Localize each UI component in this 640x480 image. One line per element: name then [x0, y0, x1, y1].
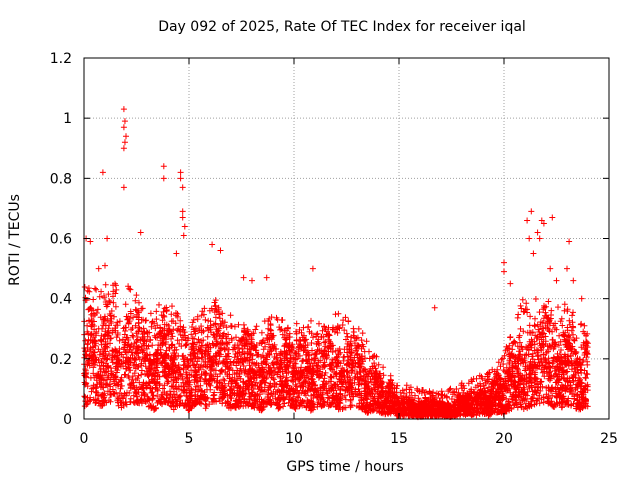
- y-tick-label: 1: [63, 111, 72, 127]
- outlier-point: [547, 265, 554, 272]
- y-axis-ticks: 0 0.2 0.4 0.6 0.8 1 1.2: [50, 51, 609, 428]
- outlier-point: [177, 169, 184, 176]
- outlier-point: [179, 184, 186, 191]
- x-tick-label: 10: [285, 431, 303, 447]
- outlier-point: [102, 262, 108, 269]
- outlier-point: [160, 175, 167, 182]
- outlier-point: [309, 265, 316, 272]
- outlier-point: [530, 250, 537, 257]
- y-tick-label: 0.8: [50, 171, 72, 187]
- outlier-point: [177, 175, 184, 182]
- outlier-point: [249, 277, 255, 284]
- outlier-point: [536, 235, 543, 242]
- x-tick-label: 5: [185, 431, 194, 447]
- outlier-point: [120, 184, 127, 191]
- y-tick-label: 0.4: [50, 292, 72, 308]
- outlier-point: [121, 118, 128, 125]
- outlier-point: [104, 235, 111, 242]
- outlier-point: [120, 124, 127, 131]
- x-axis-label: GPS time / hours: [286, 459, 403, 475]
- point-cloud: [81, 280, 591, 421]
- x-tick-label: 0: [80, 431, 89, 447]
- outlier-point: [160, 163, 167, 170]
- y-tick-label: 0: [63, 412, 72, 428]
- chart-title: Day 092 of 2025, Rate Of TEC Index for r…: [158, 19, 526, 35]
- x-tick-label: 25: [600, 431, 618, 447]
- y-tick-label: 0.2: [50, 352, 72, 368]
- outlier-point: [263, 274, 270, 281]
- x-tick-label: 15: [390, 431, 408, 447]
- outlier-point: [217, 247, 224, 254]
- outlier-point: [123, 133, 129, 140]
- outlier-point: [209, 241, 216, 248]
- outlier-point: [120, 106, 127, 113]
- data-points: [81, 106, 591, 421]
- outlier-point: [179, 214, 186, 221]
- outlier-point: [501, 259, 507, 266]
- outlier-point: [526, 235, 533, 242]
- outlier-point: [566, 238, 573, 245]
- outlier-point: [578, 295, 585, 302]
- outlier-point: [431, 304, 438, 311]
- x-tick-label: 20: [495, 431, 513, 447]
- outlier-point: [121, 139, 128, 146]
- y-axis-label: ROTI / TECUs: [7, 194, 23, 286]
- outlier-point: [179, 208, 186, 215]
- outlier-point: [180, 232, 187, 239]
- outlier-point: [540, 220, 547, 227]
- outlier-point: [528, 208, 535, 215]
- outlier-point: [120, 145, 127, 152]
- outlier-point: [181, 223, 188, 230]
- outlier-point: [507, 280, 514, 287]
- y-tick-label: 1.2: [50, 51, 72, 67]
- outlier-point: [564, 265, 570, 272]
- y-tick-label: 0.6: [50, 232, 72, 248]
- outlier-point: [549, 214, 556, 221]
- outlier-point: [534, 229, 541, 236]
- outlier-point: [240, 274, 247, 281]
- outlier-point: [87, 238, 94, 245]
- x-axis-ticks: 0 5 10 15 20 25: [80, 58, 618, 447]
- outlier-point: [538, 217, 545, 224]
- outlier-point: [95, 265, 102, 272]
- outlier-point: [501, 268, 507, 275]
- outlier-point: [524, 217, 531, 224]
- outlier-point: [99, 169, 106, 176]
- outlier-point: [570, 277, 577, 284]
- outlier-point: [137, 229, 144, 236]
- outlier-point: [553, 277, 560, 284]
- outlier-point: [173, 250, 180, 257]
